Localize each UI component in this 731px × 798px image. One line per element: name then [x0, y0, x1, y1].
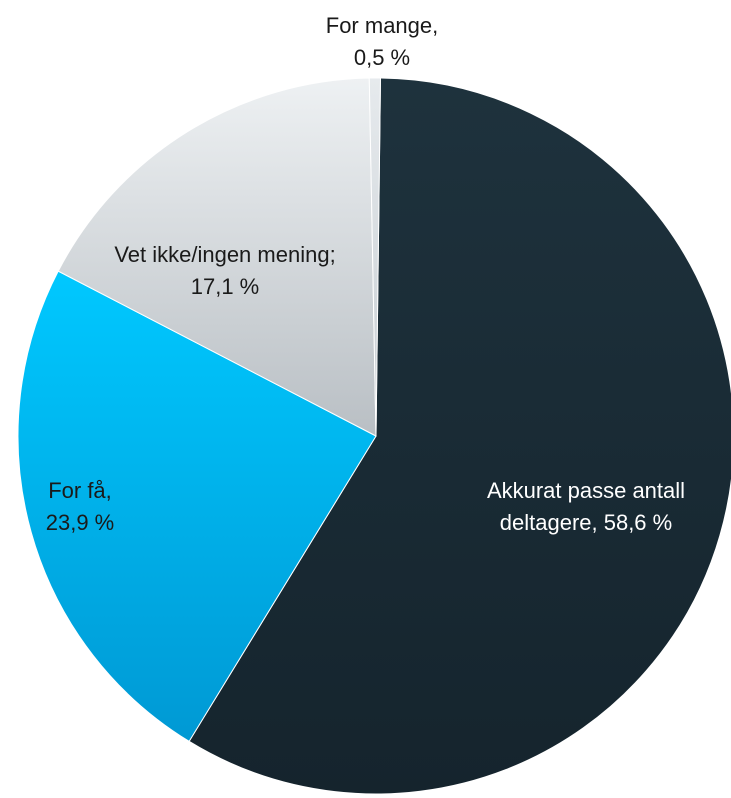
slice-label-vet-ikke: Vet ikke/ingen mening; 17,1 %: [114, 242, 335, 299]
pie-slice-akkurat-passe: [188, 77, 731, 795]
slice-label-line: 23,9 %: [46, 510, 115, 535]
slice-label-line: 17,1 %: [191, 274, 260, 299]
slice-label-akkurat-passe: Akkurat passe antall deltagere, 58,6 %: [487, 478, 685, 535]
slice-label-line: deltagere, 58,6 %: [500, 510, 672, 535]
pie-slice-for-mange: [368, 77, 381, 437]
slice-label-for-mange: For mange, 0,5 %: [326, 13, 439, 70]
slice-label-line: 0,5 %: [354, 45, 410, 70]
slice-label-line: For få,: [48, 478, 112, 503]
pie-slice-for-faa: [17, 270, 377, 743]
slices-layer: [17, 77, 731, 795]
slice-label-line: Vet ikke/ingen mening;: [114, 242, 335, 267]
labels-layer: Akkurat passe antall deltagere, 58,6 % For…: [46, 13, 685, 535]
slice-label-line: Akkurat passe antall: [487, 478, 685, 503]
slice-label-for-faa: For få, 23,9 %: [46, 478, 115, 535]
slice-label-line: For mange,: [326, 13, 439, 38]
pie-slice-vet-ikke: [57, 77, 377, 437]
